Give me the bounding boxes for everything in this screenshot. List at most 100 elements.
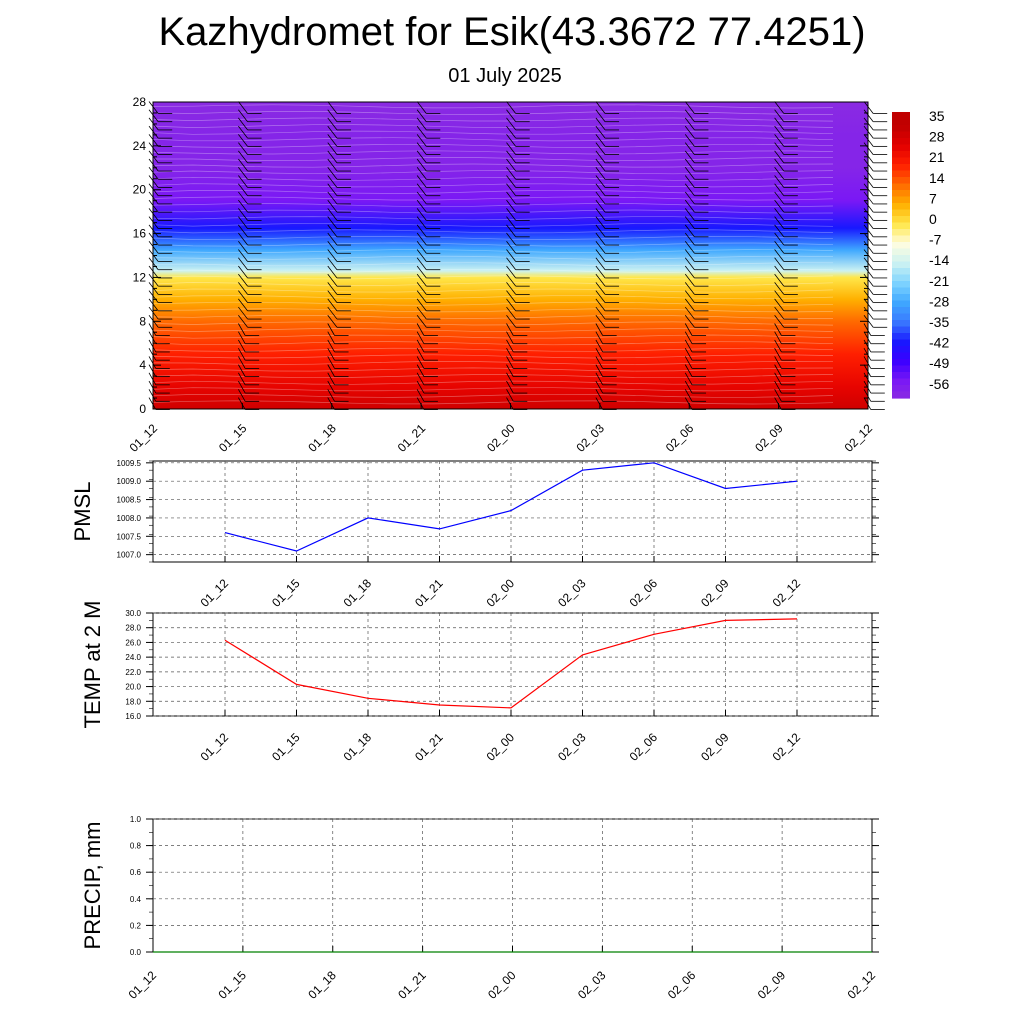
wind-barb-shaft [238, 323, 246, 336]
wind-barb-shaft [238, 339, 246, 353]
wind-barb-shaft [238, 315, 248, 328]
wind-barb-shaft [148, 380, 157, 394]
y-tick-label: 1007.5 [117, 532, 142, 541]
temperature-field [153, 102, 868, 409]
wind-barb-shaft [238, 101, 248, 114]
wind-barb-shaft [863, 191, 874, 205]
colorbar-swatch [892, 268, 910, 276]
isotherm-line [152, 268, 834, 273]
x-tick-label: 01_18 [341, 730, 375, 764]
cross-section-panel: 0 4 8 12 16 20 24 28 01_12 01_15 01_18 01_21 02_00 02… [127, 95, 888, 455]
wind-barb-shaft [416, 290, 427, 303]
x-tick-label: 01_12 [198, 730, 232, 764]
isotherm-line [152, 400, 834, 405]
x-tick-label: 01_18 [341, 576, 375, 610]
x-tick-label: 01_15 [269, 730, 303, 764]
wind-barb-shaft [327, 199, 338, 213]
wind-barb-shaft [148, 364, 157, 377]
wind-barb-shaft [416, 364, 425, 377]
wind-barb-shaft [148, 158, 159, 172]
wind-barb-shaft [506, 199, 517, 213]
wind-barb-shaft [684, 372, 693, 386]
x-tick-label: 02_06 [663, 421, 697, 455]
colorbar-swatch [892, 365, 910, 373]
wind-barb-shaft [238, 208, 248, 221]
wind-barb-shaft [595, 356, 604, 369]
colorbar-swatch [892, 164, 910, 172]
chart-title: Kazhydromet for Esik(43.3672 77.4251) [158, 10, 866, 54]
wind-barb-shaft [863, 290, 874, 303]
isotherm-line [152, 301, 834, 306]
wind-barb-shaft [506, 306, 517, 320]
wind-barb-shaft [416, 397, 425, 410]
wind-barb-shaft [863, 265, 874, 279]
colorbar-swatch [892, 307, 910, 315]
x-tick-label: 01_18 [305, 968, 339, 1002]
wind-barb-shaft [595, 347, 604, 361]
wind-barb-shaft [774, 364, 782, 377]
wind-barb-shaft [684, 265, 695, 279]
wind-barb-shaft [327, 257, 338, 270]
wind-barb-shaft [238, 372, 246, 386]
wind-barb-shaft [238, 167, 248, 180]
x-tick-label: 02_00 [484, 576, 518, 610]
isotherm-line [152, 334, 834, 339]
wind-barb-shaft [774, 125, 785, 139]
isotherm-line [152, 170, 834, 175]
wind-barb-shaft [506, 117, 517, 131]
wind-barb-shaft [148, 298, 159, 312]
colorbar-swatch [892, 235, 910, 243]
isotherm-line [152, 137, 834, 142]
y-tick-label: 18.0 [125, 697, 141, 706]
wind-barb-shaft [774, 347, 782, 361]
wind-barb-shaft [684, 315, 695, 328]
wind-barb-shaft [506, 257, 517, 270]
wind-barb-shaft [684, 298, 695, 312]
isotherm-line [152, 380, 834, 385]
wind-barb-shaft [863, 101, 874, 114]
wind-barb-shaft [327, 290, 338, 303]
wind-barb-shaft [506, 167, 517, 180]
isotherm-line [152, 354, 834, 359]
x-tick-label: 02_12 [842, 421, 876, 455]
wind-barb-shaft [148, 265, 159, 279]
isotherm-line [152, 361, 834, 365]
colorbar-swatch [892, 359, 910, 367]
isotherm-line [152, 176, 834, 181]
isotherm-line [152, 183, 834, 188]
x-tick-label: 02_00 [485, 968, 519, 1002]
wind-barb-shaft [506, 183, 517, 196]
wind-barb-shaft [595, 331, 604, 344]
wind-barb-shaft [416, 224, 427, 238]
wind-barb-shaft [595, 273, 606, 287]
colorbar-swatch [892, 385, 910, 393]
wind-barb-shaft [238, 241, 248, 254]
wind-barb-shaft [238, 232, 248, 246]
wind-barb-shaft [684, 167, 695, 180]
wind-barb-shaft [416, 241, 427, 254]
wind-barb-shaft [506, 339, 514, 353]
x-tick-label: 01_21 [395, 968, 429, 1002]
wind-barb-shaft [863, 298, 874, 312]
isotherm-line [152, 229, 834, 234]
y-tick-label: 8 [139, 314, 146, 328]
isotherm-line [152, 124, 834, 129]
isotherm-line [152, 282, 834, 286]
wind-barb-shaft [327, 331, 335, 344]
isotherm-line [152, 393, 834, 398]
y-tick-label: 28 [133, 95, 147, 109]
chart-subtitle: 01 July 2025 [448, 65, 562, 87]
wind-barb-shaft [595, 191, 606, 205]
isotherm-line [152, 163, 834, 168]
wind-barb-shaft [238, 347, 246, 361]
wind-barb-shaft [774, 117, 785, 131]
wind-barb-shaft [506, 364, 514, 377]
wind-barb-shaft [863, 109, 874, 122]
wind-barb-shaft [684, 323, 693, 336]
wind-barb-shaft [416, 265, 427, 279]
wind-barb-shaft [327, 347, 335, 361]
wind-barb-shaft [774, 249, 785, 262]
wind-barb-shaft [595, 232, 606, 246]
x-tick-label: 02_03 [575, 968, 609, 1002]
wind-barb-shaft [774, 150, 785, 164]
